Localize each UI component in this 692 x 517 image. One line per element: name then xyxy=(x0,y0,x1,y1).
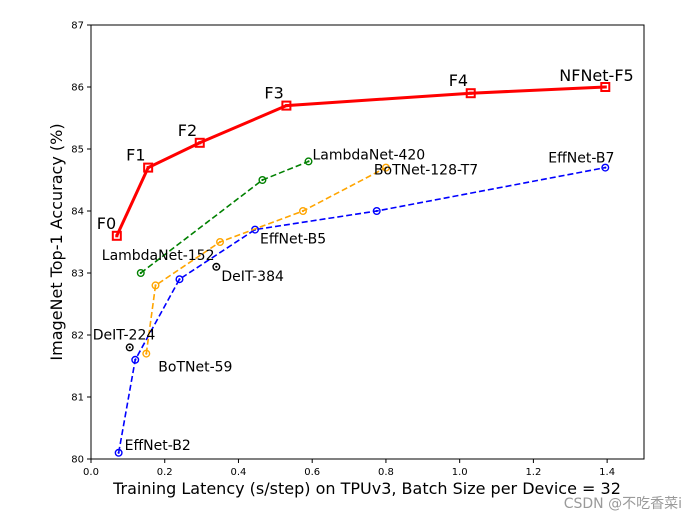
point-label: BoTNet-128-T7 xyxy=(374,163,478,179)
y-tick-label: 83 xyxy=(71,269,84,280)
data-point-center xyxy=(178,278,181,281)
data-point-center xyxy=(145,352,148,355)
data-point xyxy=(151,281,160,290)
y-tick-label: 82 xyxy=(71,331,84,342)
x-tick-label: 1.4 xyxy=(599,467,615,478)
point-label: EffNet-B2 xyxy=(125,438,191,454)
data-point-center xyxy=(139,271,142,275)
x-tick-label: 0.8 xyxy=(378,467,394,478)
y-tick-label: 85 xyxy=(71,145,84,156)
data-point xyxy=(601,163,610,172)
x-tick-label: 0.2 xyxy=(157,467,173,478)
data-point xyxy=(381,163,390,172)
data-point xyxy=(372,206,381,215)
data-point-center xyxy=(375,209,378,213)
data-point xyxy=(143,162,154,173)
x-tick-label: 0.0 xyxy=(83,467,99,478)
data-point xyxy=(465,88,476,99)
plot-frame xyxy=(90,24,645,460)
data-point-center xyxy=(384,166,388,169)
data-point-center xyxy=(134,358,137,361)
series-line-1 xyxy=(117,166,606,453)
x-tick-label: 1.0 xyxy=(452,467,468,478)
data-point-center xyxy=(115,234,119,238)
data-point xyxy=(600,82,611,92)
y-tick-label: 87 xyxy=(71,21,84,32)
y-tick-label: 84 xyxy=(71,207,84,218)
x-axis-label: Training Latency (s/step) on TPUv3, Batc… xyxy=(112,479,621,498)
data-point-center xyxy=(198,141,202,145)
point-labels: F0 F1 F2 F3 F4 NFNet-F5 EffNet-B2 EffNet-B5 EffN… xyxy=(93,66,634,454)
data-point xyxy=(125,343,134,352)
data-point-center xyxy=(146,166,150,170)
x-tick-label: 0.6 xyxy=(304,467,320,478)
data-point-center xyxy=(307,160,310,163)
data-point-center xyxy=(154,284,157,287)
point-label: EffNet-B5 xyxy=(260,232,326,248)
point-label: LambdaNet-152 xyxy=(102,248,215,264)
data-point xyxy=(111,230,122,241)
data-point xyxy=(142,349,151,358)
point-label: DeIT-224 xyxy=(93,327,156,343)
point-label: DeIT-384 xyxy=(221,269,284,285)
data-point-center xyxy=(215,265,218,268)
data-point-center xyxy=(603,85,607,89)
data-point-center xyxy=(284,104,288,108)
data-point-center xyxy=(301,209,305,213)
point-label: F2 xyxy=(178,121,197,140)
data-point xyxy=(258,175,267,184)
data-point xyxy=(175,275,184,284)
y-tick-label: 81 xyxy=(71,393,84,404)
point-label: LambdaNet-420 xyxy=(313,147,426,163)
point-label: F4 xyxy=(449,71,468,90)
data-point xyxy=(194,137,205,148)
point-label: BoTNet-59 xyxy=(158,360,232,376)
data-point xyxy=(212,262,221,271)
watermark-text: CSDN @不吃香菜i xyxy=(563,496,682,512)
point-label: F3 xyxy=(264,84,283,103)
x-tick-label: 1.2 xyxy=(525,467,541,478)
axis-ticks: 0.0 0.2 0.4 0.6 0.8 1.0 1.2 1.4 80 81 82 83 84 85 86 87 xyxy=(71,21,615,479)
data-point-center xyxy=(261,178,264,182)
point-label: F1 xyxy=(126,146,145,165)
series-group xyxy=(111,82,611,457)
data-point-center xyxy=(604,166,607,169)
data-point-center xyxy=(218,240,222,244)
data-point xyxy=(136,269,145,278)
x-tick-label: 0.4 xyxy=(231,467,247,478)
series-line-0 xyxy=(115,85,606,237)
point-label: F0 xyxy=(97,214,116,233)
data-point xyxy=(216,237,225,246)
data-point xyxy=(131,355,140,364)
data-point xyxy=(298,206,307,215)
point-label: NFNet-F5 xyxy=(559,66,633,85)
data-point xyxy=(304,157,313,166)
y-tick-label: 80 xyxy=(71,455,84,466)
y-tick-label: 86 xyxy=(71,83,84,94)
data-point-center xyxy=(117,451,120,454)
data-point-center xyxy=(128,346,131,349)
data-point xyxy=(114,448,123,457)
data-point xyxy=(281,100,292,111)
point-label: EffNet-B7 xyxy=(548,151,614,167)
data-point-center xyxy=(469,91,473,95)
y-axis-label: ImageNet Top-1 Accuracy (%) xyxy=(47,123,66,360)
